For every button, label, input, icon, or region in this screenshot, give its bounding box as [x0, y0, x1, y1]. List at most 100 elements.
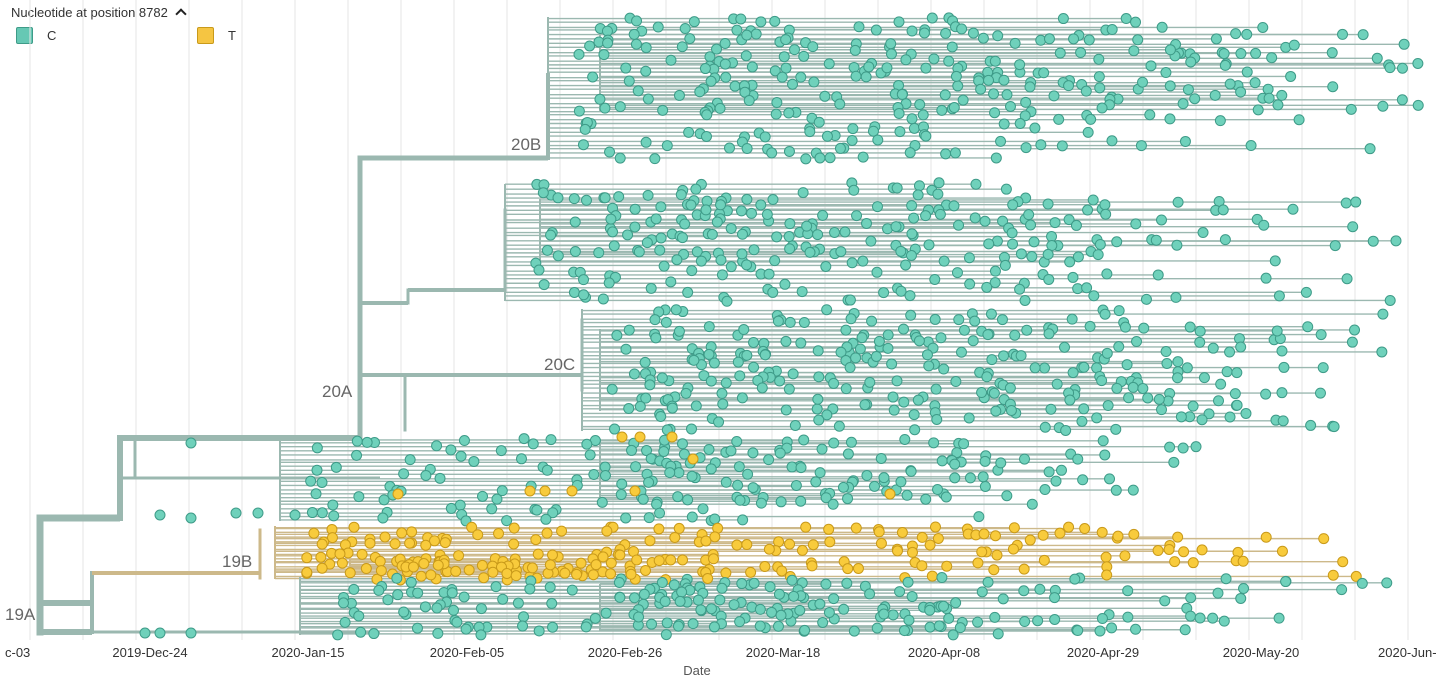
tip-t[interactable] — [501, 567, 513, 579]
tip-t[interactable] — [1008, 522, 1020, 534]
tip-c[interactable] — [835, 246, 847, 258]
tip-t[interactable] — [989, 530, 1001, 542]
tip-c[interactable] — [817, 209, 829, 221]
tip-c[interactable] — [1060, 424, 1072, 436]
tip-c[interactable] — [949, 147, 961, 159]
tip-c[interactable] — [666, 402, 678, 414]
tip-c[interactable] — [1130, 16, 1142, 28]
tip-c[interactable] — [1345, 103, 1357, 115]
tip-c[interactable] — [924, 621, 936, 633]
tip-c[interactable] — [905, 249, 917, 261]
tip-c[interactable] — [737, 514, 749, 526]
tip-t[interactable] — [824, 536, 836, 548]
tip-c[interactable] — [602, 37, 614, 49]
tip-c[interactable] — [789, 44, 801, 56]
tip-c[interactable] — [1207, 342, 1219, 354]
tip-c[interactable] — [597, 293, 609, 305]
tip-c[interactable] — [834, 142, 846, 154]
tip-c[interactable] — [950, 70, 962, 82]
tip-c[interactable] — [816, 443, 828, 455]
tip-t[interactable] — [1128, 528, 1140, 540]
tip-c[interactable] — [908, 212, 920, 224]
tip-c[interactable] — [732, 479, 744, 491]
tip-c[interactable] — [1377, 308, 1389, 320]
tip-t[interactable] — [972, 557, 984, 569]
tip-c[interactable] — [1046, 231, 1058, 243]
tip-c[interactable] — [545, 229, 557, 241]
tip-c[interactable] — [840, 383, 852, 395]
tip-c[interactable] — [665, 54, 677, 66]
tip-c[interactable] — [1106, 135, 1118, 147]
tip-t[interactable] — [493, 527, 505, 539]
tip-c[interactable] — [661, 140, 673, 152]
tip-t[interactable] — [375, 565, 387, 577]
tip-t[interactable] — [784, 538, 796, 550]
tip-c[interactable] — [1177, 98, 1189, 110]
tip-c[interactable] — [787, 78, 799, 90]
tip-c[interactable] — [607, 226, 619, 238]
tip-c[interactable] — [703, 348, 715, 360]
tip-c[interactable] — [687, 618, 699, 630]
tip-c[interactable] — [711, 43, 723, 55]
tip-c[interactable] — [1276, 89, 1288, 101]
tip-c[interactable] — [1096, 375, 1108, 387]
tip-c[interactable] — [1026, 251, 1038, 263]
tip-c[interactable] — [699, 63, 711, 75]
tip-t[interactable] — [1318, 533, 1330, 545]
tip-c[interactable] — [573, 105, 585, 117]
tip-t[interactable] — [450, 565, 462, 577]
tip-c[interactable] — [382, 594, 394, 606]
tip-c[interactable] — [808, 76, 820, 88]
tree-tips[interactable] — [139, 12, 1424, 641]
tip-t[interactable] — [731, 539, 743, 551]
tip-c[interactable] — [1043, 33, 1055, 45]
tip-c[interactable] — [992, 30, 1004, 42]
tip-t[interactable] — [1119, 550, 1131, 562]
tip-c[interactable] — [913, 180, 925, 192]
tip-c[interactable] — [600, 607, 612, 619]
tip-c[interactable] — [694, 86, 706, 98]
tip-t[interactable] — [677, 554, 689, 566]
tip-c[interactable] — [1083, 34, 1095, 46]
tip-c[interactable] — [936, 104, 948, 116]
tip-c[interactable] — [1063, 80, 1075, 92]
tip-c[interactable] — [1069, 573, 1081, 585]
tip-t[interactable] — [1152, 545, 1164, 557]
tip-c[interactable] — [771, 231, 783, 243]
tip-c[interactable] — [623, 403, 635, 415]
tip-c[interactable] — [787, 368, 799, 380]
tip-t[interactable] — [1169, 556, 1181, 568]
tip-c[interactable] — [983, 238, 995, 250]
tip-c[interactable] — [613, 191, 625, 203]
tip-c[interactable] — [918, 27, 930, 39]
tip-t[interactable] — [1237, 555, 1249, 567]
tip-c[interactable] — [979, 215, 991, 227]
tip-c[interactable] — [898, 323, 910, 335]
tip-c[interactable] — [954, 622, 966, 634]
tip-c[interactable] — [665, 276, 677, 288]
tip-c[interactable] — [908, 122, 920, 134]
tip-c[interactable] — [640, 392, 652, 404]
tip-c[interactable] — [921, 349, 933, 361]
tip-c[interactable] — [754, 603, 766, 615]
tip-c[interactable] — [810, 476, 822, 488]
tip-c[interactable] — [412, 587, 424, 599]
tip-c[interactable] — [985, 308, 997, 320]
tip-c[interactable] — [801, 220, 813, 232]
tip-c[interactable] — [933, 177, 945, 189]
tip-c[interactable] — [1219, 59, 1231, 71]
tip-c[interactable] — [797, 187, 809, 199]
tip-t[interactable] — [587, 569, 599, 581]
tip-c[interactable] — [614, 591, 626, 603]
tip-c[interactable] — [674, 595, 686, 607]
tip-t[interactable] — [1163, 543, 1175, 555]
tip-c[interactable] — [1221, 366, 1233, 378]
tip-c[interactable] — [1356, 577, 1368, 589]
tip-c[interactable] — [658, 260, 670, 272]
tip-c[interactable] — [1088, 290, 1100, 302]
tip-c[interactable] — [1019, 294, 1031, 306]
tip-c[interactable] — [1122, 611, 1134, 623]
tip-c[interactable] — [655, 232, 667, 244]
tip-c[interactable] — [926, 12, 938, 24]
tip-c[interactable] — [353, 610, 365, 622]
